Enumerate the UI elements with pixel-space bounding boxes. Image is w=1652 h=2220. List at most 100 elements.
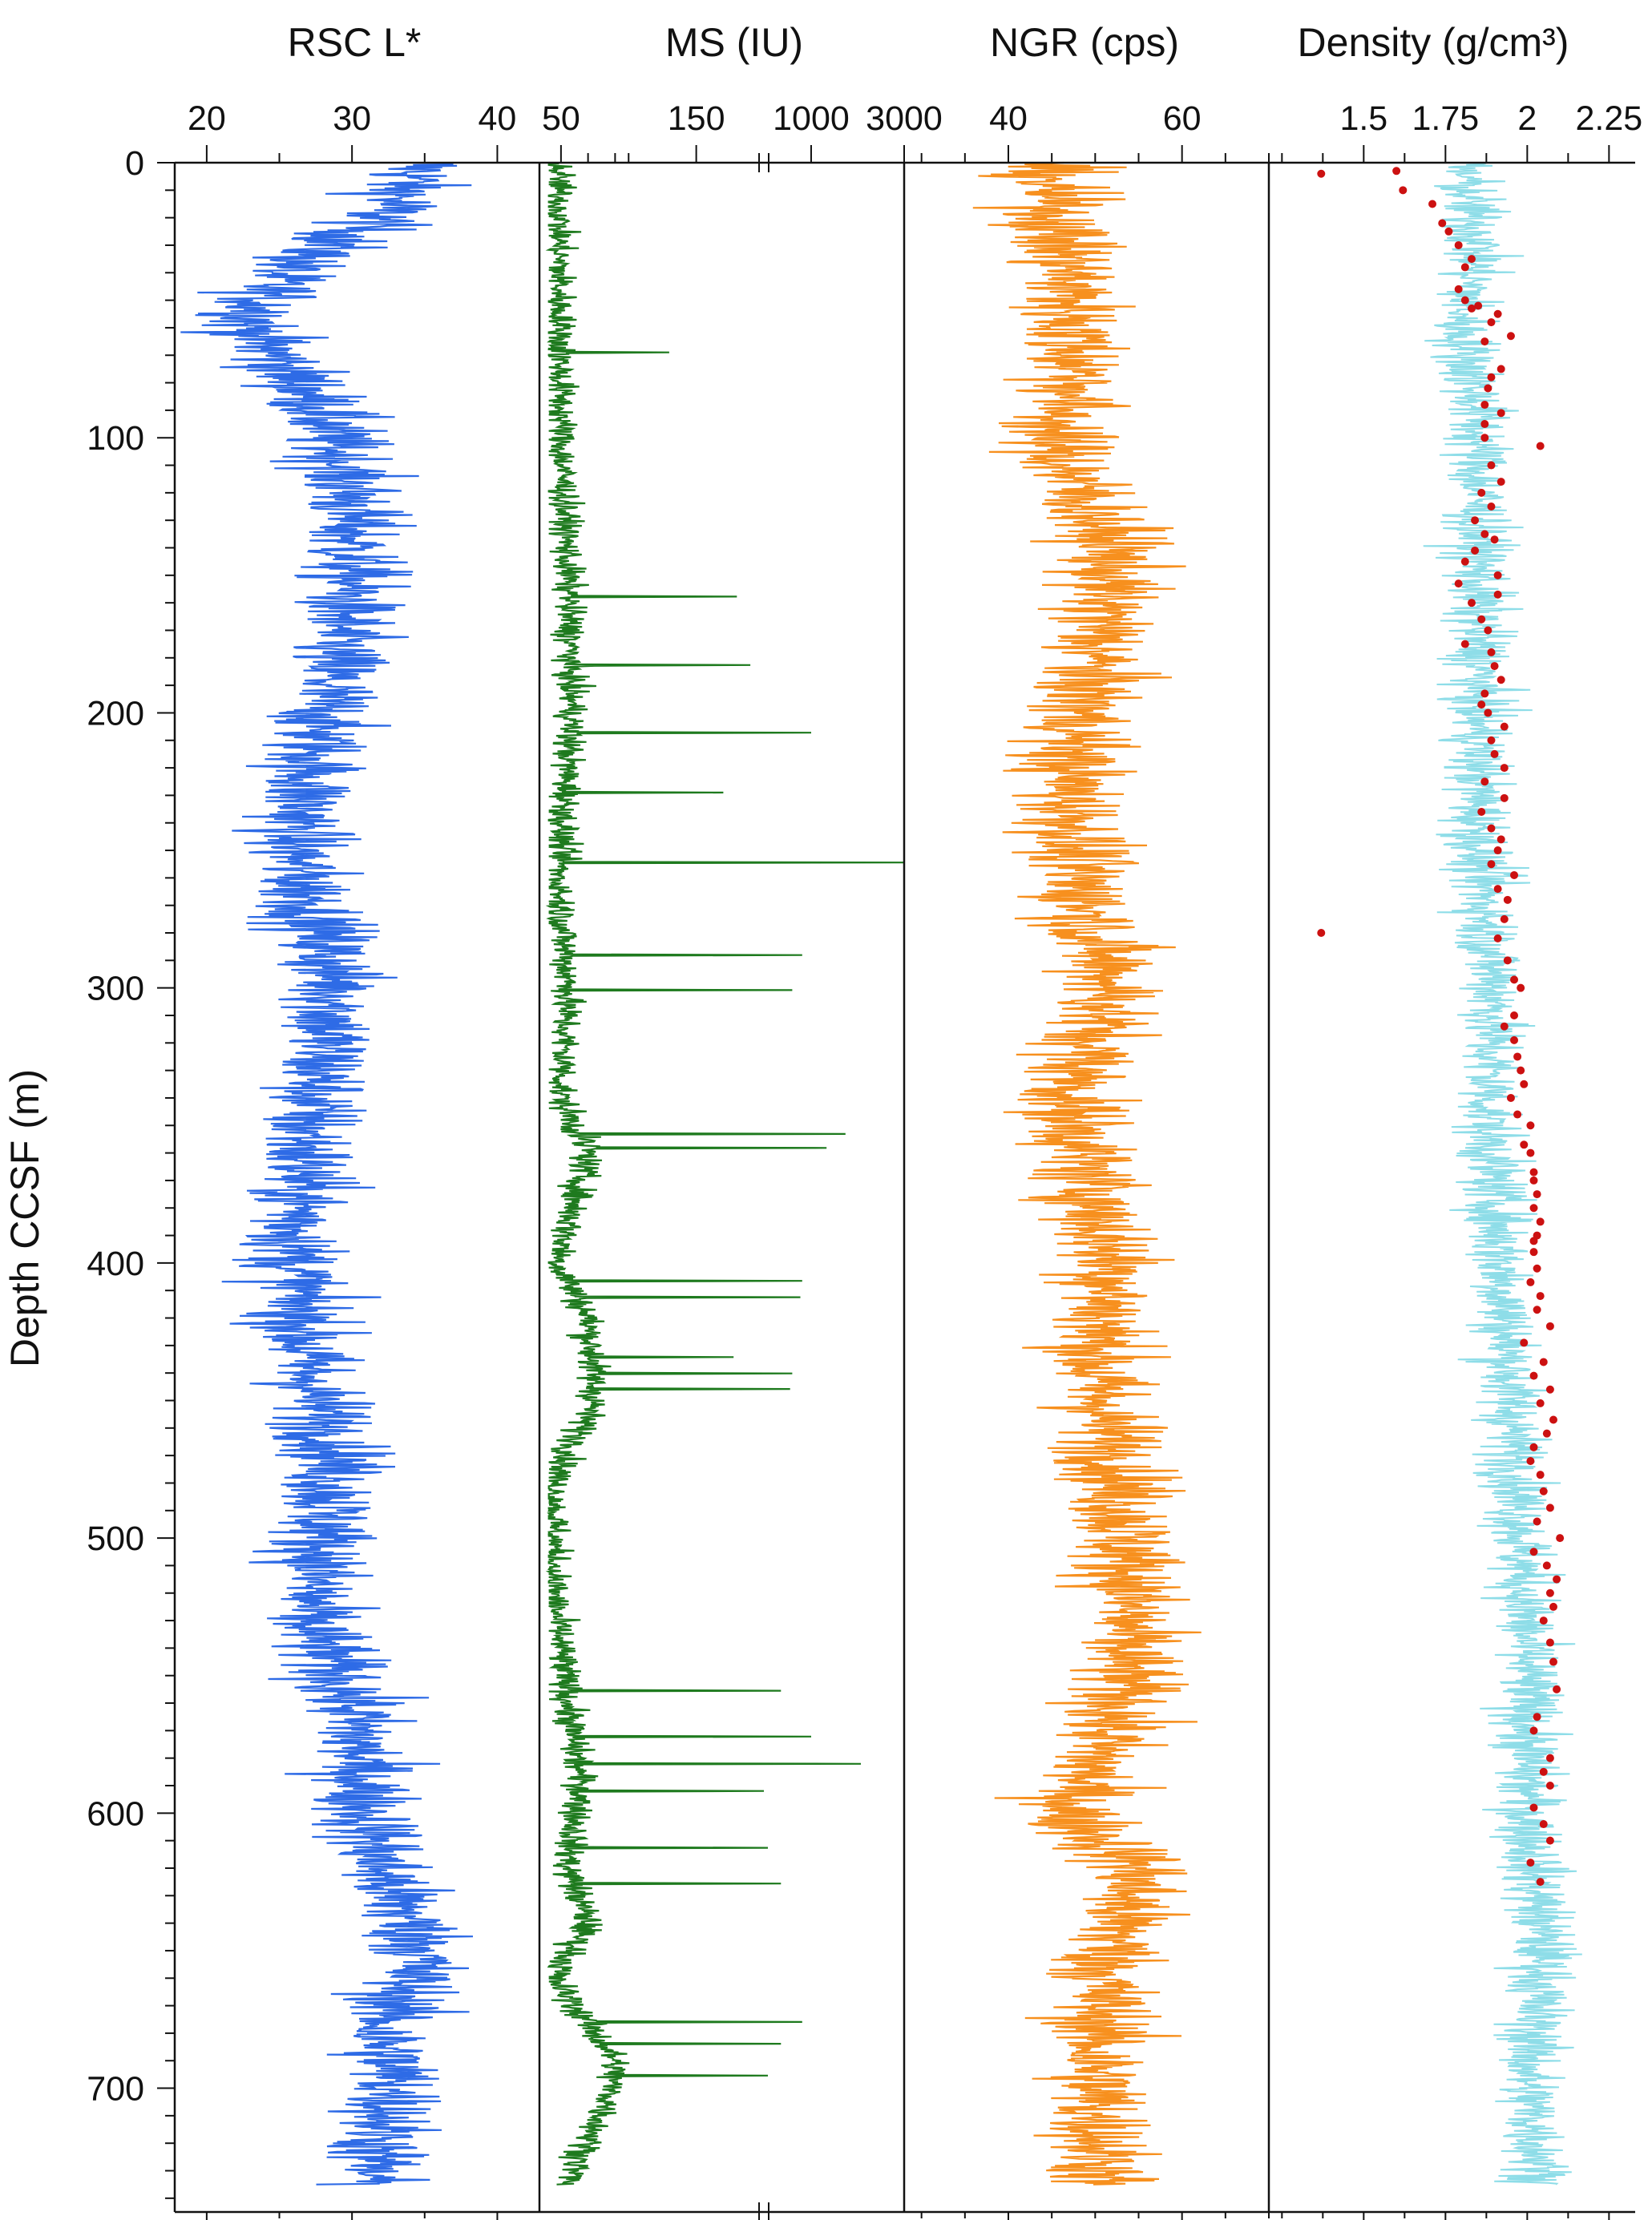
density-point [1526,1859,1535,1867]
density-point [1533,1713,1541,1722]
density-point [1477,808,1486,817]
density-point [1477,615,1486,624]
y-tick-label: 600 [87,1794,144,1833]
panel-ms-title: MS (IU) [665,20,803,65]
density-point [1549,1415,1557,1424]
density-point [1529,1726,1538,1735]
density-point [1480,420,1489,429]
density-point [1542,1561,1551,1570]
density-point [1490,749,1499,758]
x-tick-label: 60 [1163,99,1202,138]
density-point [1496,365,1505,373]
density-point [1506,332,1515,341]
density-point [1539,1358,1548,1366]
density-point [1467,304,1476,313]
density-point [1496,478,1505,486]
density-point [1545,1588,1554,1597]
density-point [1539,1617,1548,1625]
density-point [1529,1371,1538,1380]
density-point [1545,1504,1554,1512]
x-tick-label: 150 [668,99,725,138]
density-point [1503,895,1512,904]
density-point [1520,1140,1529,1149]
density-point [1506,1093,1515,1102]
density-point [1526,1457,1535,1466]
density-point [1444,227,1453,236]
y-axis: Depth CCSF (m) 0 100 200 300 400 500 600 700 [2,144,175,2199]
density-point [1517,1066,1525,1075]
density-point [1500,793,1509,802]
density-point [1317,929,1326,938]
density-point [1529,1237,1538,1245]
density-point [1477,700,1486,709]
density-point [1549,1602,1557,1611]
density-point [1480,689,1489,698]
density-point [1454,285,1463,293]
ms-series-line [545,161,905,2186]
density-point [1460,263,1469,272]
density-point [1500,722,1509,731]
density-point [1487,503,1496,511]
panel-rsc-lstar: RSC L* 20 30 40 [180,20,541,2220]
density-point [1536,1292,1545,1301]
density-point [1529,1248,1538,1257]
x-tick-label: 2 [1517,99,1537,138]
ngr-series-line [972,161,1202,2186]
density-point [1510,1011,1519,1019]
ms-axis-break-marks [758,151,770,2220]
density-point [1493,885,1502,894]
density-point [1460,296,1469,305]
density-point [1428,200,1437,208]
density-point [1484,626,1492,635]
density-point [1553,1575,1561,1584]
density-point [1471,516,1480,525]
density-point [1533,1306,1541,1314]
density-point [1477,488,1486,497]
density-point [1545,1782,1554,1790]
density-point [1510,1035,1519,1044]
density-x-ticks: 1.5 1.75 2 2.25 [1281,99,1642,2220]
density-point [1487,736,1496,745]
density-point [1500,914,1509,923]
density-point [1549,1657,1557,1666]
panel-rsc-title: RSC L* [288,20,422,65]
density-point [1520,1338,1529,1347]
density-point [1526,1278,1535,1286]
density-point [1536,1471,1545,1479]
density-point [1496,676,1505,684]
density-discrete-points [1317,167,1565,1887]
density-point [1536,1217,1545,1226]
density-point [1529,1443,1538,1451]
panel-ms: MS (IU) 50 150 1000 3000 [542,20,943,2220]
density-point [1536,442,1545,450]
density-point [1536,1399,1545,1407]
density-series-line [1423,162,1582,2186]
density-point [1556,1534,1565,1543]
rsc-x-ticks: 20 30 40 [188,99,516,2220]
x-tick-label: 30 [333,99,371,138]
density-point [1520,1080,1529,1088]
density-point [1493,590,1502,599]
density-point [1493,934,1502,942]
density-point [1545,1385,1554,1394]
x-tick-label: 1.75 [1412,99,1479,138]
ngr-x-ticks: 40 60 [920,99,1270,2220]
density-point [1490,662,1499,671]
density-point [1496,409,1505,418]
density-point [1493,309,1502,318]
density-point [1484,384,1492,393]
panel-ngr: NGR (cps) 40 60 [920,20,1270,2220]
density-point [1529,1168,1538,1177]
density-point [1493,846,1502,855]
density-point [1392,167,1401,176]
density-point [1545,1836,1554,1845]
density-point [1487,860,1496,869]
y-tick-label: 500 [87,1520,144,1558]
density-point [1487,461,1496,470]
density-point [1487,373,1496,381]
density-point [1513,1110,1522,1119]
density-point [1503,956,1512,965]
density-point [1490,535,1499,544]
density-point [1480,337,1489,346]
x-tick-label: 20 [188,99,226,138]
